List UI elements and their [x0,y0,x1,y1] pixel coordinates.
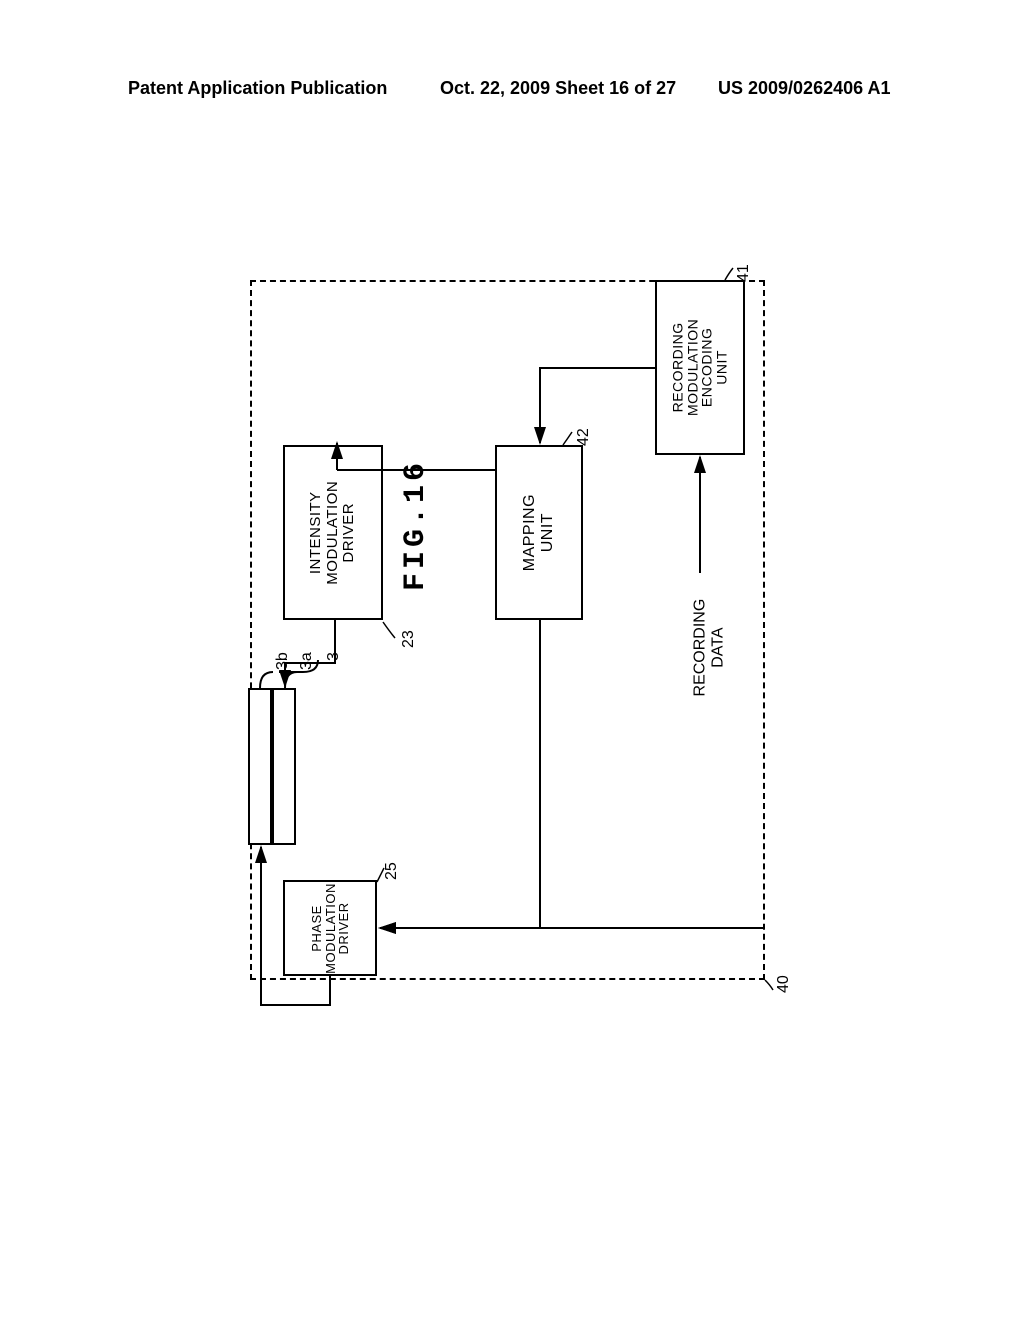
ref-41: 41 [735,264,753,282]
mapping-unit-block: MAPPINGUNIT [495,445,583,620]
recording-data-label: RECORDINGDATA [691,599,726,697]
ref-23: 23 [400,630,418,648]
modulator-3b [248,688,272,845]
recording-modulation-encoding-unit-block: RECORDINGMODULATIONENCODINGUNIT [655,280,745,455]
ref-40: 40 [775,975,793,993]
phase-modulation-driver-label: PHASEMODULATIONDRIVER [310,883,351,974]
header-sheet: Oct. 22, 2009 Sheet 16 of 27 [440,78,676,99]
ref-25: 25 [383,862,401,880]
intensity-modulation-driver-block: INTENSITYMODULATIONDRIVER [283,445,383,620]
header-publication: Patent Application Publication [128,78,387,99]
ref-42: 42 [575,428,593,446]
phase-modulation-driver-block: PHASEMODULATIONDRIVER [283,880,377,976]
ref-3a: 3a [298,652,316,670]
header-docnum: US 2009/0262406 A1 [718,78,890,99]
ref-3: 3 [325,652,343,661]
mapping-unit-label: MAPPINGUNIT [521,494,556,571]
recording-modulation-encoding-unit-label: RECORDINGMODULATIONENCODINGUNIT [671,319,730,416]
modulator-3a [272,688,296,845]
intensity-modulation-driver-label: INTENSITYMODULATIONDRIVER [308,481,358,585]
ref-3b: 3b [274,652,292,670]
